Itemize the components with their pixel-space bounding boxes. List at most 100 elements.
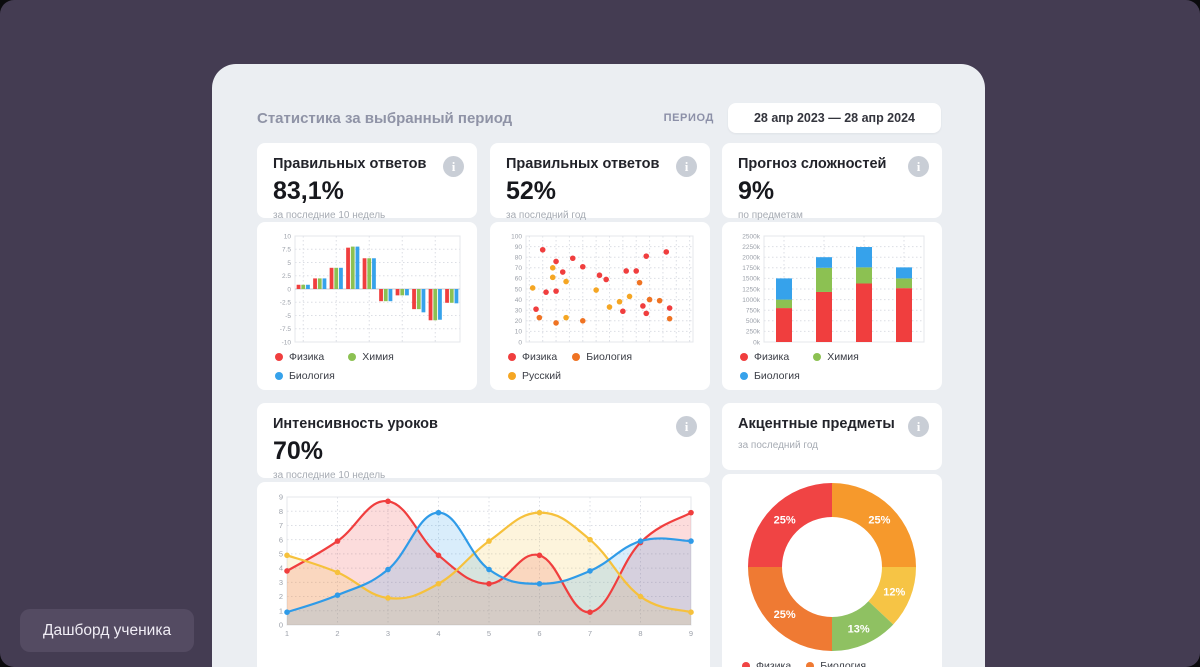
svg-text:1250k: 1250k <box>742 286 760 293</box>
card-title: Интенсивность уроков <box>273 416 438 432</box>
svg-text:5: 5 <box>279 549 283 558</box>
legend-label: Химия <box>827 351 859 363</box>
svg-text:9: 9 <box>689 629 693 638</box>
legend-item[interactable]: Физика <box>742 660 791 667</box>
card-value: 83,1% <box>273 177 344 205</box>
legend-label: Биология <box>754 370 800 382</box>
svg-text:1500k: 1500k <box>742 276 760 283</box>
period-label: ПЕРИОД <box>663 112 714 124</box>
legend-item[interactable]: Биология <box>806 660 866 667</box>
legend-item[interactable]: Химия <box>813 351 859 363</box>
legend-item[interactable]: Химия <box>348 351 394 363</box>
legend-item[interactable]: Физика <box>275 351 324 363</box>
legend-dot-icon <box>806 662 815 667</box>
svg-text:2500k: 2500k <box>742 233 760 240</box>
legend-label: Физика <box>289 351 325 363</box>
legend-dot-icon <box>275 372 283 380</box>
svg-text:500k: 500k <box>746 318 761 325</box>
card-accent-subjects-chart: 25%12%13%25%25% ФизикаБиологияРусскийИст… <box>722 474 942 667</box>
svg-text:40: 40 <box>515 297 523 304</box>
svg-text:-7.5: -7.5 <box>280 326 292 333</box>
legend-label: Русский <box>522 370 561 382</box>
svg-text:80: 80 <box>515 255 523 262</box>
svg-text:9: 9 <box>279 493 283 502</box>
svg-text:10: 10 <box>284 233 292 240</box>
svg-text:4: 4 <box>279 564 283 573</box>
svg-text:0: 0 <box>518 339 522 346</box>
svg-text:8: 8 <box>638 629 642 638</box>
period-date-range-picker[interactable]: 28 апр 2023 — 28 апр 2024 <box>727 103 941 133</box>
svg-text:2000k: 2000k <box>742 255 760 262</box>
legend-dot-icon <box>740 372 748 380</box>
svg-text:7: 7 <box>279 521 283 530</box>
legend-item[interactable]: Биология <box>275 370 335 382</box>
svg-text:7.5: 7.5 <box>282 247 291 254</box>
legend-item[interactable]: Русский <box>508 370 561 382</box>
info-icon[interactable]: i <box>908 416 929 437</box>
card-value: 52% <box>506 177 557 205</box>
page-title: Статистика за выбранный период <box>257 110 513 127</box>
svg-text:60: 60 <box>515 276 523 283</box>
svg-text:1: 1 <box>279 606 283 615</box>
chart-legend: Физика Химия Биология <box>734 347 930 384</box>
svg-text:750k: 750k <box>746 308 761 315</box>
svg-text:2250k: 2250k <box>742 244 760 251</box>
card-subtitle: по предметам <box>738 210 803 221</box>
svg-text:50: 50 <box>515 286 523 293</box>
info-icon[interactable]: i <box>676 156 697 177</box>
legend-dot-icon <box>348 353 357 361</box>
legend-item[interactable]: Биология <box>740 370 800 382</box>
card-subtitle: за последние 10 недель <box>273 210 386 221</box>
svg-text:2: 2 <box>335 629 339 638</box>
svg-text:1750k: 1750k <box>742 265 760 272</box>
donut-chart: 25% 12% 13% 25% 25% <box>748 483 916 651</box>
svg-text:1: 1 <box>285 629 289 638</box>
dashboard-panel: Статистика за выбранный период ПЕРИОД 28… <box>212 64 985 667</box>
svg-text:25%: 25% <box>774 609 796 621</box>
legend-dot-icon <box>572 353 581 361</box>
info-icon[interactable]: i <box>908 156 929 177</box>
legend-label: Биология <box>586 351 633 363</box>
card-correct-answers-weekly-header: Правильных ответов 83,1% за последние 10… <box>257 143 477 221</box>
card-subtitle: за последний год <box>738 440 818 451</box>
svg-text:-10: -10 <box>282 339 292 346</box>
legend-label: Биология <box>289 370 335 382</box>
card-correct-answers-weekly-chart: 107.552.50-2.5-5-7.5-1013579 ФизикаХимия… <box>257 222 477 390</box>
svg-text:25%: 25% <box>868 514 890 526</box>
legend-item[interactable]: Физика <box>508 351 557 363</box>
legend-item[interactable]: Биология <box>572 351 632 363</box>
card-value: 9% <box>738 177 775 205</box>
svg-text:8: 8 <box>279 507 283 516</box>
card-title: Прогноз сложностей <box>738 156 887 172</box>
stacked-bar-chart: 0k 250k 500k 750k 1000k 1250k 1500k 1750k 2000k 2… <box>742 233 925 346</box>
legend-item[interactable]: Физика <box>740 351 789 363</box>
svg-text:5: 5 <box>487 629 491 638</box>
svg-text:-5: -5 <box>285 313 291 320</box>
card-accent-subjects-header: Акцентные предметы за последний год i <box>722 403 942 470</box>
grouped-bar-chart: 107.552.50-2.5-5-7.5-1013579 <box>280 233 461 346</box>
info-icon[interactable]: i <box>676 416 697 437</box>
card-difficulty-forecast-chart: 0k 250k 500k 750k 1000k 1250k 1500k 1750k 2000k 2… <box>722 222 942 390</box>
card-lesson-intensity-header: Интенсивность уроков 70% за последние 10… <box>257 403 710 481</box>
chart-legend: Физика Химия Биология <box>269 347 465 384</box>
card-subtitle: за последние 10 недель <box>273 470 386 481</box>
legend-label: Физика <box>754 351 790 363</box>
svg-text:3: 3 <box>386 629 390 638</box>
legend-dot-icon <box>813 353 822 361</box>
svg-text:250k: 250k <box>746 329 761 336</box>
svg-text:10: 10 <box>515 329 523 336</box>
svg-text:4: 4 <box>436 629 440 638</box>
svg-text:6: 6 <box>537 629 541 638</box>
card-difficulty-forecast-header: Прогноз сложностей 9% по предметам i <box>722 143 942 221</box>
svg-text:0k: 0k <box>753 339 761 346</box>
svg-text:2: 2 <box>279 592 283 601</box>
svg-text:-2.5: -2.5 <box>280 300 292 307</box>
legend-label: Химия <box>362 351 394 363</box>
info-icon[interactable]: i <box>443 156 464 177</box>
legend-dot-icon <box>742 662 750 667</box>
card-value: 70% <box>273 437 324 465</box>
legend-dot-icon <box>740 353 748 361</box>
svg-text:70: 70 <box>515 265 523 272</box>
